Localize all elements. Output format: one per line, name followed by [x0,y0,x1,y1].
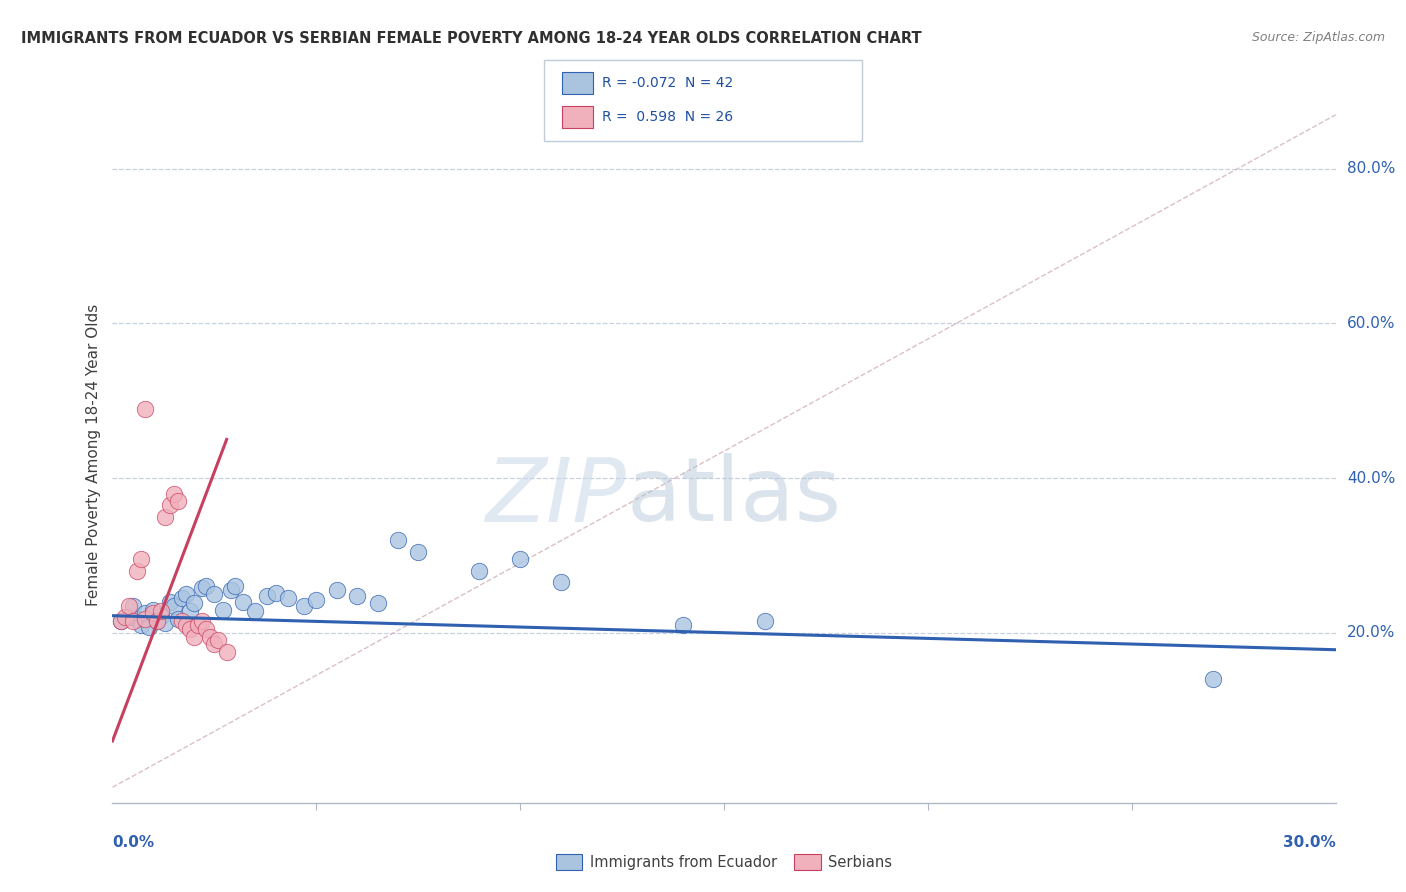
Point [142,607,165,621]
Point [134,612,156,626]
Point [204,637,226,651]
Point [166,612,188,626]
Text: 20.0%: 20.0% [1347,625,1395,640]
Point [142,602,165,616]
Point [179,622,201,636]
Point [129,618,152,632]
Point [159,498,181,512]
Text: atlas: atlas [626,453,841,541]
Point [256,589,278,603]
Point [305,593,328,607]
Point [134,607,156,621]
Point [245,604,267,618]
Point [232,595,254,609]
Point [170,614,193,628]
Point [146,614,169,628]
Point [191,581,214,595]
Point [150,604,173,618]
Point [207,633,229,648]
Y-axis label: Female Poverty Among 18-24 Year Olds: Female Poverty Among 18-24 Year Olds [86,304,101,606]
Point [204,587,226,601]
Point [509,552,531,566]
Point [1202,672,1225,686]
Point [163,486,186,500]
Text: 30.0%: 30.0% [1282,836,1336,850]
Point [183,596,205,610]
Text: 80.0%: 80.0% [1347,161,1395,177]
Text: R = -0.072  N = 42: R = -0.072 N = 42 [602,76,733,90]
Point [110,614,132,628]
Point [129,552,152,566]
Point [211,602,233,616]
Point [163,599,186,613]
Point [166,494,188,508]
Point [122,614,145,628]
Point [366,596,388,610]
Point [159,595,181,609]
Text: R =  0.598  N = 26: R = 0.598 N = 26 [602,110,733,124]
Point [114,610,136,624]
Point [195,579,218,593]
Point [125,612,148,626]
Point [155,616,177,631]
Point [754,614,776,628]
Point [110,614,132,628]
Text: 0.0%: 0.0% [112,836,155,850]
Point [550,575,572,590]
Point [326,583,349,598]
Point [187,618,209,632]
Point [191,614,214,628]
Point [146,614,169,628]
Point [224,579,246,593]
Point [200,630,222,644]
Point [264,585,287,599]
Point [155,509,177,524]
Point [179,604,201,618]
Point [118,599,141,613]
Text: Source: ZipAtlas.com: Source: ZipAtlas.com [1251,31,1385,45]
Point [408,544,430,558]
Point [170,591,193,605]
Point [277,591,299,605]
Point [118,610,141,624]
Point [174,587,197,601]
Text: 40.0%: 40.0% [1347,471,1395,485]
Text: 60.0%: 60.0% [1347,316,1395,331]
Legend: Immigrants from Ecuador, Serbians: Immigrants from Ecuador, Serbians [550,848,898,876]
Point [134,401,156,416]
Text: IMMIGRANTS FROM ECUADOR VS SERBIAN FEMALE POVERTY AMONG 18-24 YEAR OLDS CORRELAT: IMMIGRANTS FROM ECUADOR VS SERBIAN FEMAL… [21,31,922,46]
Point [219,583,242,598]
Point [672,618,695,632]
Point [174,618,197,632]
Point [346,589,368,603]
Point [183,630,205,644]
Point [125,564,148,578]
Text: ZIP: ZIP [485,454,626,540]
Point [468,564,491,578]
Point [292,599,315,613]
Point [122,599,145,613]
Point [138,619,160,633]
Point [387,533,409,547]
Point [150,608,173,623]
Point [195,622,218,636]
Point [215,645,238,659]
